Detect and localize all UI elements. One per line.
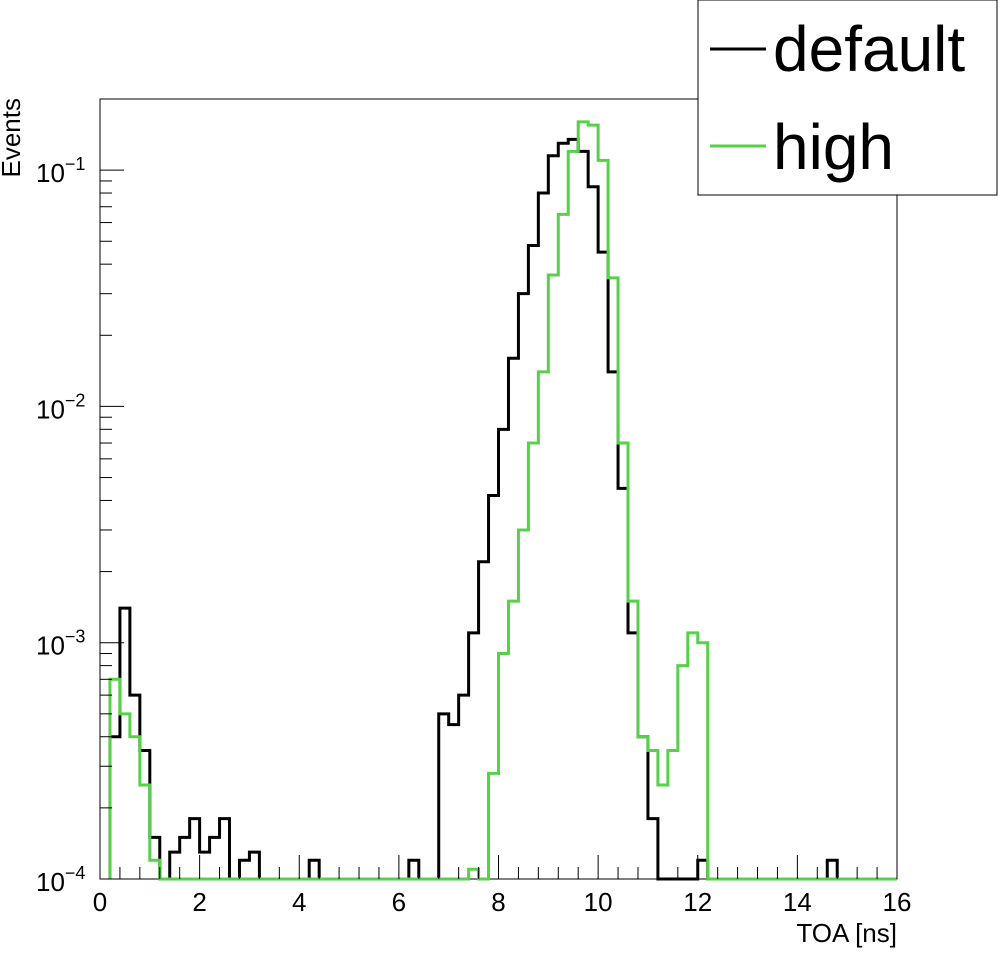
legend-label-default: default [773, 13, 965, 85]
y-tick-label: 10−3 [36, 627, 85, 661]
x-axis-title: TOA [ns] [796, 918, 897, 948]
y-tick-label: 10−2 [36, 390, 85, 424]
x-tick-label: 0 [93, 887, 107, 917]
x-tick-label: 10 [584, 887, 613, 917]
y-tick-base: 10 [36, 631, 65, 661]
x-tick-label: 4 [292, 887, 306, 917]
x-tick-label: 2 [192, 887, 206, 917]
y-axis: 10−410−310−210−1 [36, 98, 124, 897]
y-tick-exponent: −3 [65, 627, 86, 647]
series-layer [108, 120, 897, 881]
series-high [108, 120, 897, 881]
x-tick-label: 8 [491, 887, 505, 917]
x-tick-label: 6 [392, 887, 406, 917]
legend: default high [697, 0, 998, 196]
y-tick-label: 10−4 [36, 863, 85, 897]
x-tick-label: 12 [683, 887, 712, 917]
y-tick-exponent: −2 [65, 390, 86, 410]
y-tick-base: 10 [36, 394, 65, 424]
y-tick-base: 10 [36, 158, 65, 188]
y-tick-label: 10−1 [36, 154, 85, 188]
y-tick-exponent: −4 [65, 863, 86, 883]
x-tick-label: 16 [883, 887, 912, 917]
y-tick-exponent: −1 [65, 154, 86, 174]
legend-label-high: high [773, 111, 894, 183]
legend-box [697, 0, 998, 196]
x-tick-label: 14 [783, 887, 812, 917]
series-default [108, 137, 897, 881]
y-axis-title: Events [0, 98, 26, 178]
y-tick-base: 10 [36, 867, 65, 897]
x-axis: 0 2 4 6 8 10 12 14 16 [93, 855, 912, 917]
